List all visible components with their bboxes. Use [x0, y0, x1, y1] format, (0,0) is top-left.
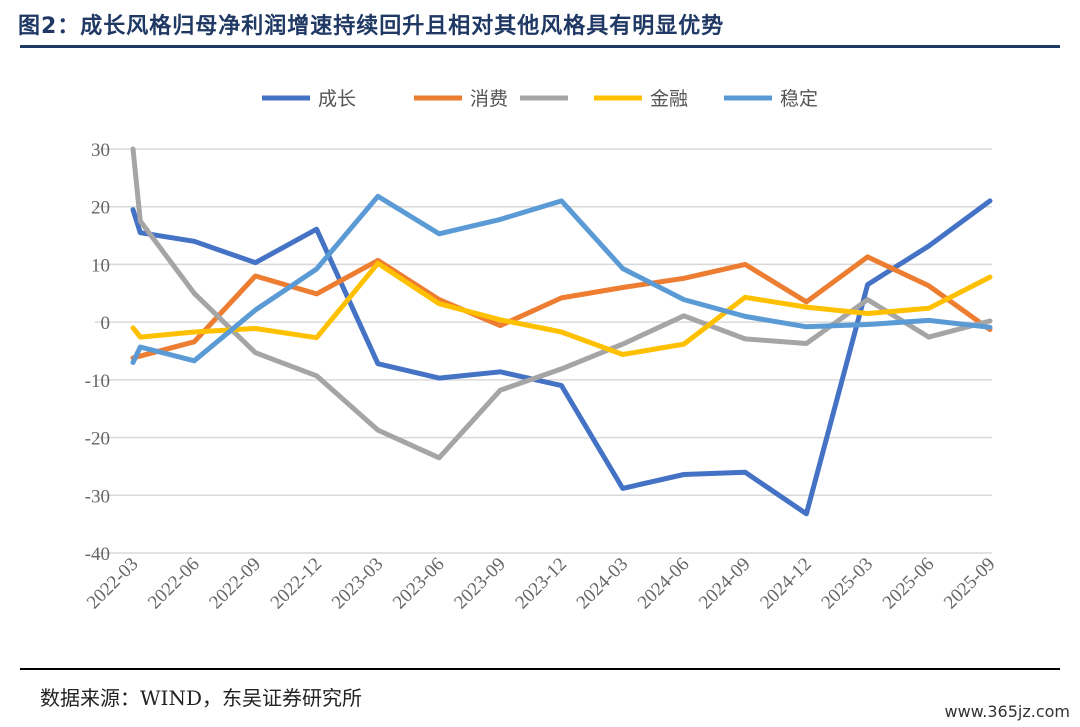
y-tick-label: 20	[91, 198, 110, 219]
x-tick-label: 2023-12	[511, 554, 571, 614]
legend-label: 稳定	[780, 88, 818, 110]
y-tick-label: 30	[91, 140, 110, 161]
y-axis-ticks: 30 20 10 0 -10 -20 -30 -40	[85, 140, 110, 565]
x-tick-label: 2022-06	[144, 554, 204, 614]
series-lines	[130, 146, 993, 517]
x-tick-label: 2024-06	[634, 554, 694, 614]
x-tick-label: 2024-12	[756, 554, 816, 614]
x-axis-ticks: 2022-03 2022-06 2022-09 2022-12 2023-03 2023-…	[83, 554, 1000, 614]
legend-label: 金融	[650, 88, 688, 110]
footer-divider	[20, 668, 1060, 670]
series-line	[130, 254, 993, 361]
x-tick-label: 2025-06	[879, 554, 939, 614]
x-tick-label: 2023-06	[389, 554, 449, 614]
x-tick-label: 2022-09	[205, 554, 265, 614]
y-tick-label: -30	[85, 486, 110, 507]
x-tick-label: 2023-03	[328, 554, 388, 614]
data-source-note: 数据来源：WIND，东吴证券研究所	[40, 686, 362, 710]
series-line	[130, 146, 993, 461]
series-line	[130, 260, 993, 357]
y-tick-label: 0	[101, 313, 111, 334]
x-tick-label: 2024-03	[573, 554, 633, 614]
y-tick-label: 10	[91, 255, 110, 276]
x-tick-label: 2024-09	[695, 554, 755, 614]
y-tick-label: -20	[85, 429, 110, 450]
series-line	[130, 193, 993, 365]
y-tick-label: -10	[85, 371, 110, 392]
x-tick-label: 2025-03	[817, 554, 877, 614]
x-tick-label: 2023-09	[450, 554, 510, 614]
gridlines	[95, 148, 992, 554]
legend-label: 成长	[318, 88, 356, 110]
legend-label: 消费	[470, 88, 508, 110]
legend: 成长 消费 金融 稳定	[262, 88, 818, 110]
x-tick-label: 2025-09	[940, 554, 1000, 614]
x-tick-label: 2022-12	[267, 554, 327, 614]
line-chart: 30 20 10 0 -10 -20 -30 -40 2022-03 2022-06 2022-0…	[83, 88, 1000, 614]
y-tick-label: -40	[85, 544, 110, 565]
watermark: www.365jz.com	[944, 702, 1070, 721]
chart-title: 图2：成长风格归母净利润增速持续回升且相对其他风格具有明显优势	[18, 14, 725, 39]
title-divider	[20, 45, 1060, 48]
